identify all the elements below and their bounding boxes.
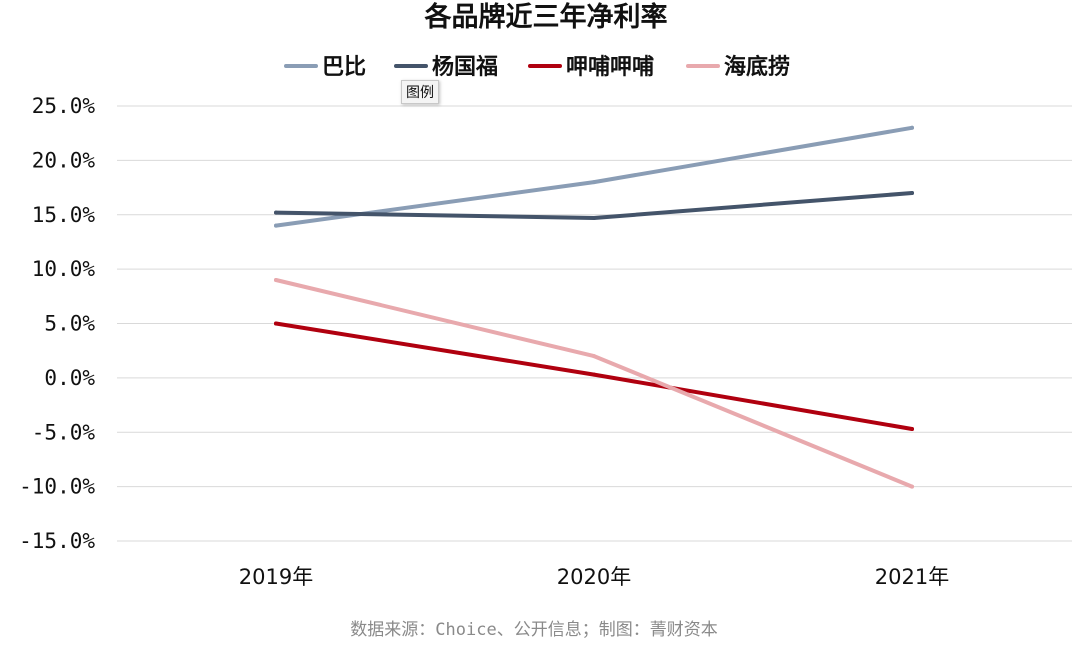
data-point <box>274 223 278 228</box>
y-tick-label: 10.0% <box>32 257 96 281</box>
y-tick-label: 5.0% <box>44 312 95 336</box>
data-point <box>274 321 278 326</box>
y-tick-label: -5.0% <box>32 420 96 444</box>
data-point <box>592 372 596 377</box>
legend-label: 呷哺呷哺 <box>566 54 654 80</box>
data-point <box>910 427 914 431</box>
series-lines <box>274 125 914 489</box>
data-point <box>910 191 914 195</box>
data-point <box>592 216 596 220</box>
y-tick-label: -15.0% <box>19 529 95 553</box>
data-point <box>274 278 278 282</box>
legend[interactable]: 巴比 杨国福 呷哺呷哺 海底捞 <box>284 54 790 80</box>
chart-title: 各品牌近三年净利率 <box>424 1 668 33</box>
y-tick-label: -10.0% <box>19 475 95 499</box>
grid-lines <box>117 105 1072 542</box>
data-point <box>274 210 278 215</box>
y-tick-label: 0.0% <box>44 366 95 390</box>
x-tick-label: 2021年 <box>875 565 949 589</box>
x-tick-label: 2019年 <box>239 565 313 589</box>
series-line-3 <box>274 278 914 489</box>
data-point <box>592 354 596 359</box>
legend-item[interactable]: 杨国福 <box>394 55 498 80</box>
series-line-0 <box>274 125 914 228</box>
x-tick-label: 2020年 <box>557 565 631 589</box>
legend-item[interactable]: 巴比 <box>284 55 366 80</box>
legend-label: 杨国福 <box>432 55 498 80</box>
source-note: 数据来源：Choice、公开信息；制图：菁财资本 <box>350 620 717 640</box>
x-axis: 2019年 2020年 2021年 <box>239 565 949 589</box>
legend-tooltip: 图例 <box>401 80 439 104</box>
legend-item[interactable]: 呷哺呷哺 <box>528 54 654 80</box>
y-tick-label: 25.0% <box>32 94 96 118</box>
legend-label: 海底捞 <box>724 54 790 80</box>
legend-label: 巴比 <box>322 55 366 80</box>
data-point <box>910 125 914 130</box>
y-axis: 25.0% 20.0% 15.0% 10.0% 5.0% 0.0% -5.0% -10.0% -… <box>19 94 95 553</box>
data-point <box>592 180 596 185</box>
y-tick-label: 15.0% <box>32 203 96 227</box>
data-point <box>910 484 914 489</box>
y-tick-label: 20.0% <box>32 148 96 172</box>
legend-item[interactable]: 海底捞 <box>686 54 790 80</box>
